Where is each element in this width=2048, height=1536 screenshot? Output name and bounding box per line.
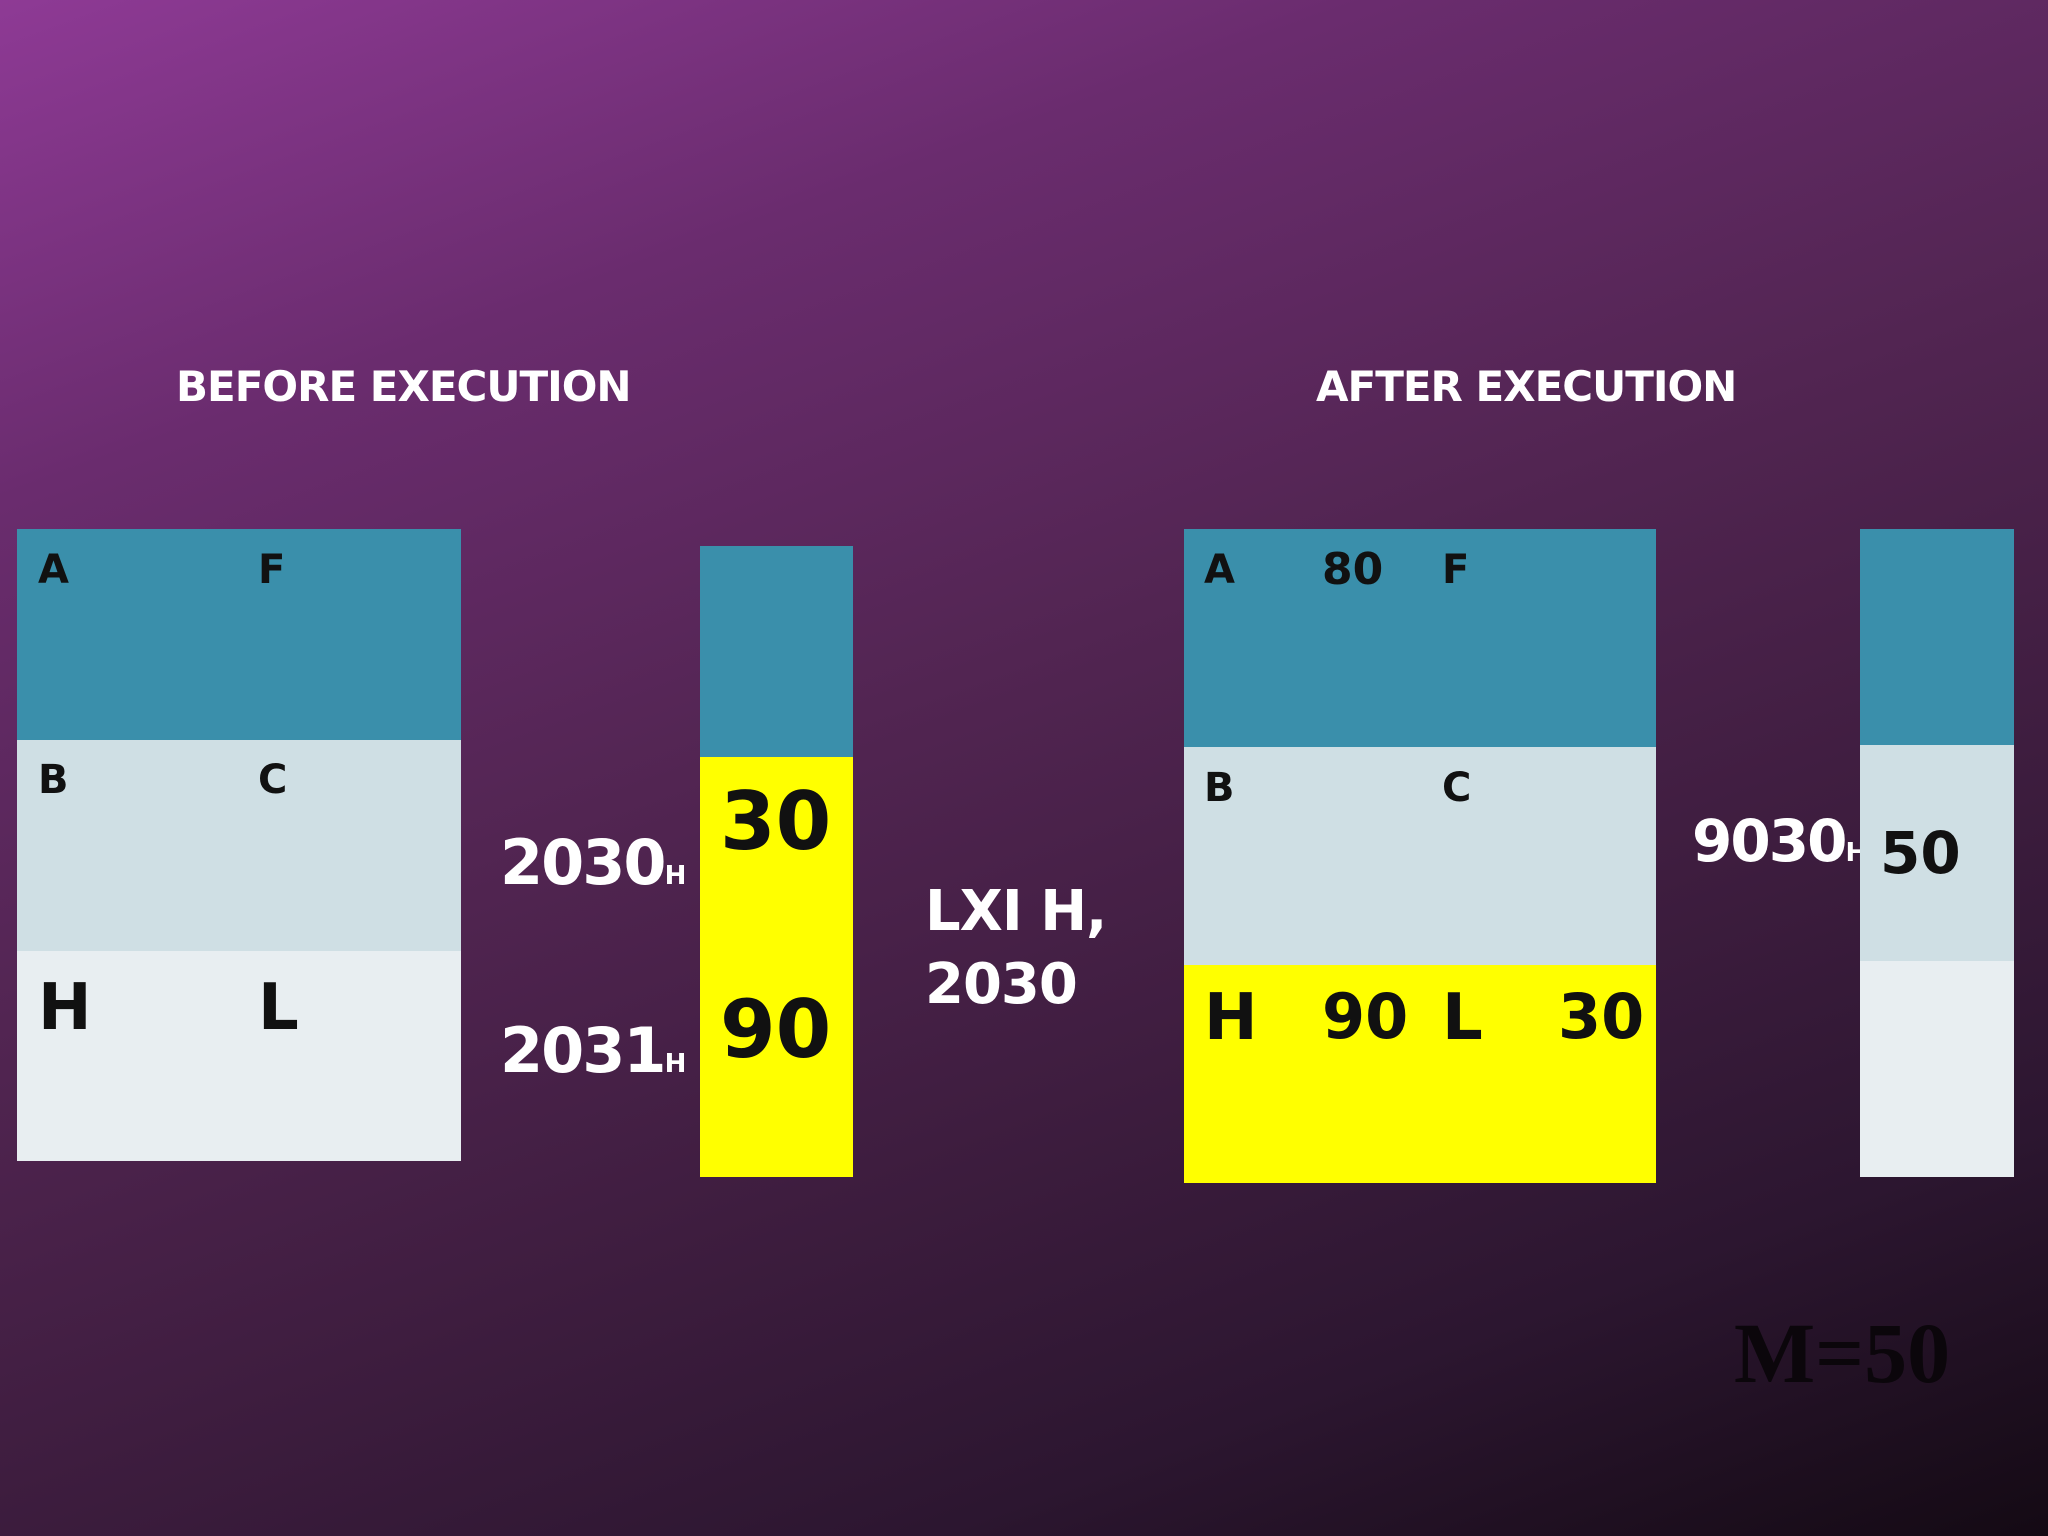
register-h-label: H (1204, 981, 1258, 1055)
register-f-label: F (258, 547, 286, 593)
before-row-hl (17, 951, 461, 1161)
register-f-label: F (1442, 547, 1470, 593)
memory-value-90: 90 (720, 983, 832, 1076)
register-b-label: B (1204, 765, 1235, 811)
memory-note: M=50 (1734, 1305, 1951, 1401)
before-execution-heading: BEFORE EXECUTION (176, 362, 632, 411)
after-memory-cell-bottom (1860, 961, 2014, 1177)
register-c-label: C (1442, 765, 1472, 811)
memory-address-9030: 9030H (1692, 807, 1868, 875)
instruction-line-1: LXI H, (925, 879, 1107, 944)
register-a-label: A (38, 547, 69, 593)
after-memory-cell-value (1860, 745, 2014, 961)
after-execution-heading: AFTER EXECUTION (1316, 362, 1737, 411)
memory-value-30: 30 (720, 775, 832, 868)
register-b-label: B (38, 757, 69, 803)
after-row-bc (1184, 747, 1656, 965)
register-c-label: C (258, 757, 288, 803)
before-row-bc (17, 740, 461, 951)
register-l-label: L (258, 971, 299, 1045)
register-h-value: 90 (1322, 980, 1409, 1053)
memory-value-50: 50 (1880, 819, 1961, 887)
after-row-af (1184, 529, 1656, 747)
before-memory-cell-highlight (700, 757, 853, 1177)
register-l-label: L (1442, 981, 1483, 1055)
register-h-label: H (38, 971, 92, 1045)
register-l-value: 30 (1558, 980, 1645, 1053)
register-a-value: 80 (1322, 544, 1384, 595)
memory-address-2031: 2031H (500, 1014, 687, 1087)
register-a-label: A (1204, 547, 1235, 593)
after-row-hl (1184, 965, 1656, 1183)
instruction-line-2: 2030 (925, 951, 1078, 1017)
instruction-text: LXI H, 2030 (925, 876, 1107, 1022)
before-memory-cell-top (700, 546, 853, 757)
before-row-af (17, 529, 461, 740)
after-memory-cell-top (1860, 529, 2014, 745)
memory-address-2030: 2030H (500, 826, 687, 899)
